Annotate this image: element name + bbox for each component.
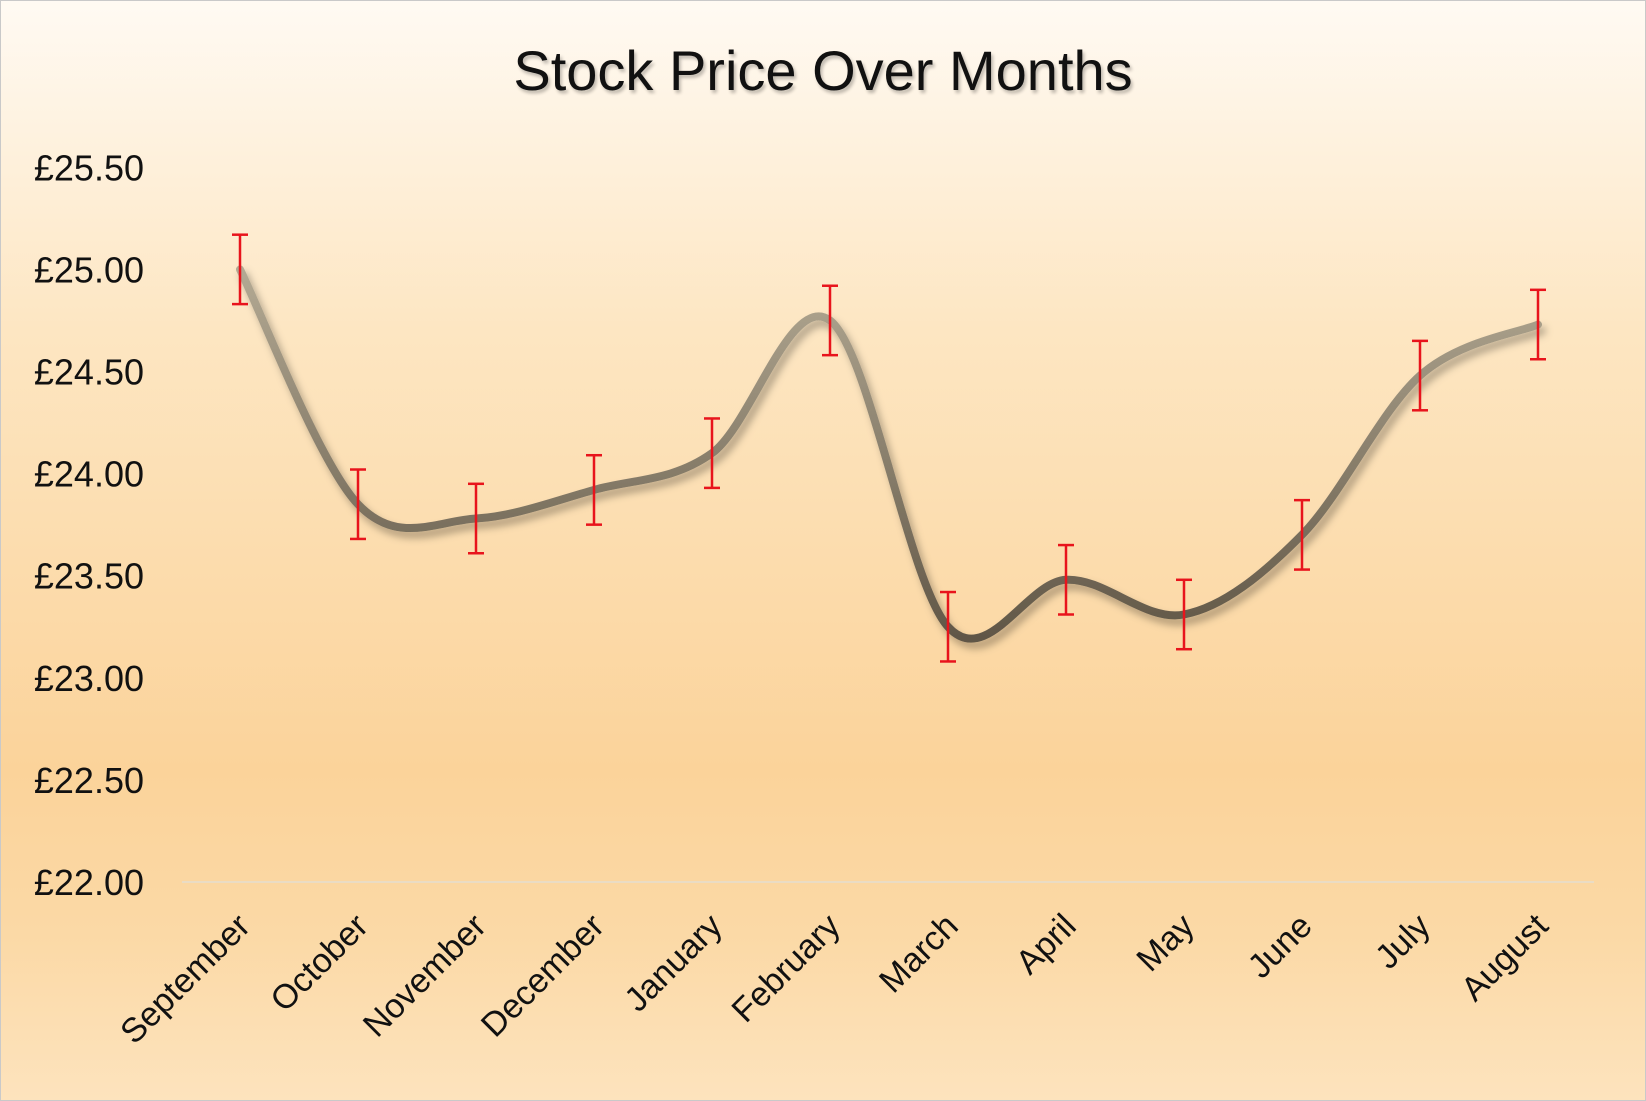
y-tick-label: £25.00 (34, 249, 144, 290)
error-bar (586, 453, 602, 526)
error-bar (822, 284, 838, 357)
chart-title: Stock Price Over Months (513, 39, 1133, 102)
error-bar (704, 417, 720, 490)
series-line (236, 265, 1542, 643)
x-tick-label: November (356, 907, 494, 1045)
x-tick-label: January (617, 907, 729, 1019)
x-tick-label: May (1129, 907, 1201, 979)
x-tick-label: December (474, 907, 612, 1045)
y-tick-label: £24.00 (34, 454, 144, 495)
error-bar (232, 233, 248, 306)
error-bar (468, 482, 484, 555)
error-bar (1176, 578, 1192, 651)
error-bar (350, 468, 366, 541)
x-tick-label: March (872, 907, 966, 1001)
error-bar (1058, 543, 1074, 616)
y-tick-label: £24.50 (34, 352, 144, 393)
y-tick-label: £22.00 (34, 862, 144, 903)
x-tick-label: August (1454, 906, 1556, 1008)
error-bar (1530, 288, 1546, 361)
y-tick-label: £22.50 (34, 760, 144, 801)
y-tick-label: £23.50 (34, 556, 144, 597)
error-bar (1412, 339, 1428, 412)
x-tick-label: June (1241, 907, 1320, 986)
x-tick-label: February (725, 907, 848, 1030)
error-bar (1294, 498, 1310, 571)
y-tick-label: £25.50 (34, 147, 144, 188)
y-axis-tick-labels: £22.00 £22.50 £23.00 £23.50 £24.00 £24.50 £25.… (34, 147, 144, 903)
x-tick-label: July (1368, 907, 1438, 977)
y-tick-label: £23.00 (34, 658, 144, 699)
x-tick-label: September (113, 907, 257, 1051)
error-bar (940, 590, 956, 663)
x-tick-label: October (263, 907, 375, 1019)
error-bars (232, 233, 1546, 663)
x-tick-label: April (1009, 907, 1084, 982)
